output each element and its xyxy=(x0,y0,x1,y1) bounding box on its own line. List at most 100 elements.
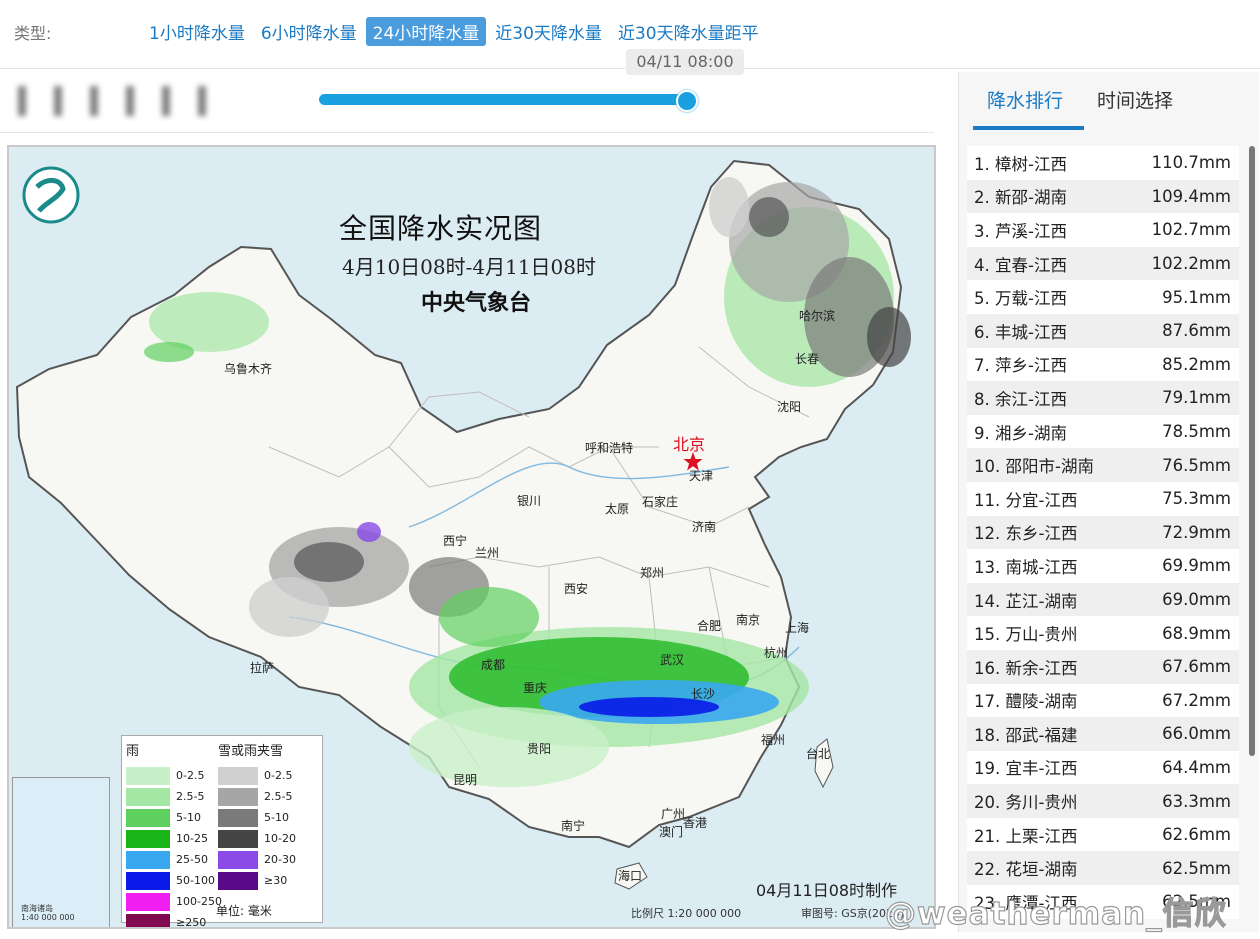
tab-1h[interactable]: 1小时降水量 xyxy=(149,24,245,44)
city-label: 昆明 xyxy=(453,773,478,787)
legend-swatch xyxy=(218,871,258,890)
legend-label: 10-20 xyxy=(264,832,296,845)
snow-legend-item: 0-2.5 xyxy=(218,765,296,786)
ranking-row[interactable]: 7. 萍乡-江西 85.2mm xyxy=(967,347,1239,382)
city-label: 乌鲁木齐 xyxy=(224,362,273,376)
precip-value: 76.5mm xyxy=(1162,455,1231,475)
station-name: 7. 萍乡-江西 xyxy=(974,356,1067,376)
legend-swatch xyxy=(218,766,258,785)
time-tooltip: 04/11 08:00 xyxy=(626,49,744,75)
ranking-list: 1. 樟树-江西 110.7mm 2. 新邵-湖南 109.4mm 3. 芦溪-江西 10… xyxy=(967,146,1239,919)
ranking-row[interactable]: 12. 东乡-江西 72.9mm xyxy=(967,515,1239,550)
precip-value: 63.3mm xyxy=(1162,791,1231,811)
active-tab-indicator xyxy=(973,126,1084,130)
city-label: 银川 xyxy=(517,494,542,508)
legend-swatch xyxy=(126,871,170,890)
legend-label: 5-10 xyxy=(264,811,289,824)
ranking-row[interactable]: 18. 邵武-福建 66.0mm xyxy=(967,717,1239,751)
legend-label: 20-30 xyxy=(264,853,296,866)
precip-value: 68.9mm xyxy=(1162,623,1231,643)
inset-scale: 1:40 000 000 xyxy=(21,913,75,922)
city-label: 南宁 xyxy=(561,819,586,833)
tab-6h[interactable]: 6小时降水量 xyxy=(260,24,357,44)
tab-ranking[interactable]: 降水排行 xyxy=(987,90,1064,112)
legend-swatch xyxy=(126,913,170,927)
map-subtitle: 4月10日08时-4月11日08时 xyxy=(342,255,597,279)
city-label: 香港 xyxy=(683,816,708,830)
city-label: 兰州 xyxy=(475,546,500,560)
precip-value: 87.6mm xyxy=(1162,321,1231,341)
ranking-row[interactable]: 23. 鹰潭-江西 62.5mm xyxy=(967,885,1239,919)
precip-value: 67.2mm xyxy=(1162,690,1231,710)
city-label: 海口 xyxy=(618,869,643,883)
city-label: 太原 xyxy=(605,502,630,516)
map-legend: 雨 0-2.5 2.5-5 5-10 10-25 25-50 50-100 100-250 ≥… xyxy=(121,735,323,927)
type-tabs: 1小时降水量 6小时降水量 24小时降水量 近30天降水量 近30天降水量距平 xyxy=(142,17,766,46)
city-label: 广州 xyxy=(661,807,686,821)
city-label: 澳门 xyxy=(659,825,684,839)
rain-legend-item: 10-25 xyxy=(126,828,222,849)
ranking-row[interactable]: 8. 余江-江西 79.1mm xyxy=(967,381,1239,415)
map-org: 中央气象台 xyxy=(421,290,532,316)
legend-unit: 单位: 毫米 xyxy=(216,904,272,918)
precip-value: 95.1mm xyxy=(1162,287,1231,307)
city-label: 天津 xyxy=(689,469,714,483)
city-label: 武汉 xyxy=(660,653,685,667)
city-label: 贵阳 xyxy=(527,742,552,756)
ranking-row[interactable]: 6. 丰城-江西 87.6mm xyxy=(967,313,1239,348)
ranking-row[interactable]: 2. 新邵-湖南 109.4mm xyxy=(967,179,1239,214)
ranking-row[interactable]: 21. 上栗-江西 62.6mm xyxy=(967,817,1239,852)
snow-legend: 雪或雨夹雪 0-2.5 2.5-5 5-10 10-20 20-30 ≥30 xyxy=(218,740,296,891)
ranking-row[interactable]: 3. 芦溪-江西 102.7mm xyxy=(967,213,1239,247)
precip-value: 67.6mm xyxy=(1162,657,1231,677)
city-label: 上海 xyxy=(785,621,810,635)
ranking-row[interactable]: 17. 醴陵-湖南 67.2mm xyxy=(967,683,1239,718)
tab-24h[interactable]: 24小时降水量 xyxy=(365,17,487,46)
precip-value: 62.5mm xyxy=(1162,892,1231,912)
station-name: 1. 樟树-江西 xyxy=(974,154,1067,174)
legend-label: 2.5-5 xyxy=(264,790,293,803)
ranking-row[interactable]: 13. 南城-江西 69.9mm xyxy=(967,549,1239,583)
station-name: 23. 鹰潭-江西 xyxy=(974,893,1078,913)
ranking-row[interactable]: 5. 万载-江西 95.1mm xyxy=(967,280,1239,314)
map-scale: 比例尺 1:20 000 000 xyxy=(631,907,742,920)
snow-legend-item: 2.5-5 xyxy=(218,786,296,807)
ranking-row[interactable]: 15. 万山-贵州 68.9mm xyxy=(967,616,1239,650)
ranking-row[interactable]: 11. 分宜-江西 75.3mm xyxy=(967,481,1239,516)
tab-30d-anomaly[interactable]: 近30天降水量距平 xyxy=(617,24,759,44)
made-at: 04月11日08时制作 xyxy=(756,881,898,900)
ranking-row[interactable]: 1. 樟树-江西 110.7mm xyxy=(967,146,1239,180)
ranking-row[interactable]: 20. 务川-贵州 63.3mm xyxy=(967,784,1239,818)
snow-legend-item: 20-30 xyxy=(218,849,296,870)
legend-label: 10-25 xyxy=(176,832,208,845)
ranking-row[interactable]: 16. 新余-江西 67.6mm xyxy=(967,649,1239,684)
city-label: 济南 xyxy=(692,520,717,534)
ranking-row[interactable]: 9. 湘乡-湖南 78.5mm xyxy=(967,414,1239,449)
tab-time-select[interactable]: 时间选择 xyxy=(1097,90,1174,112)
time-slider-handle[interactable] xyxy=(676,90,698,112)
station-name: 10. 邵阳市-湖南 xyxy=(974,457,1094,477)
watermark: @weatherman_信欣 xyxy=(884,895,1227,932)
rain-legend-item: 100-250 xyxy=(126,891,222,912)
city-label: 呼和浩特 xyxy=(585,441,634,455)
ranking-row[interactable]: 22. 花垣-湖南 62.5mm xyxy=(967,851,1239,886)
ranking-row[interactable]: 10. 邵阳市-湖南 76.5mm xyxy=(967,448,1239,482)
precipitation-map[interactable]: 全国降水实况图 4月10日08时-4月11日08时 中央气象台 乌鲁木齐 哈尔滨… xyxy=(7,145,936,929)
ranking-row[interactable]: 19. 宜丰-江西 64.4mm xyxy=(967,750,1239,785)
inset-caption: 南海诸岛 1:40 000 000 xyxy=(21,904,75,922)
legend-swatch xyxy=(126,850,170,869)
city-label: 长春 xyxy=(795,352,820,366)
time-slider-track[interactable] xyxy=(319,94,685,105)
legend-swatch xyxy=(218,808,258,827)
city-label: 哈尔滨 xyxy=(799,309,836,323)
ranking-scrollbar[interactable] xyxy=(1249,146,1255,756)
ranking-row[interactable]: 4. 宜春-江西 102.2mm xyxy=(967,246,1239,281)
precip-value: 109.4mm xyxy=(1151,186,1231,206)
city-label: 郑州 xyxy=(640,566,665,580)
tab-30d[interactable]: 近30天降水量 xyxy=(495,24,602,44)
rain-legend: 雨 0-2.5 2.5-5 5-10 10-25 25-50 50-100 100-250 ≥… xyxy=(126,740,222,927)
station-name: 13. 南城-江西 xyxy=(974,557,1078,577)
precip-value: 69.9mm xyxy=(1162,556,1231,576)
map-graphic xyxy=(9,147,934,927)
ranking-row[interactable]: 14. 芷江-湖南 69.0mm xyxy=(967,582,1239,617)
